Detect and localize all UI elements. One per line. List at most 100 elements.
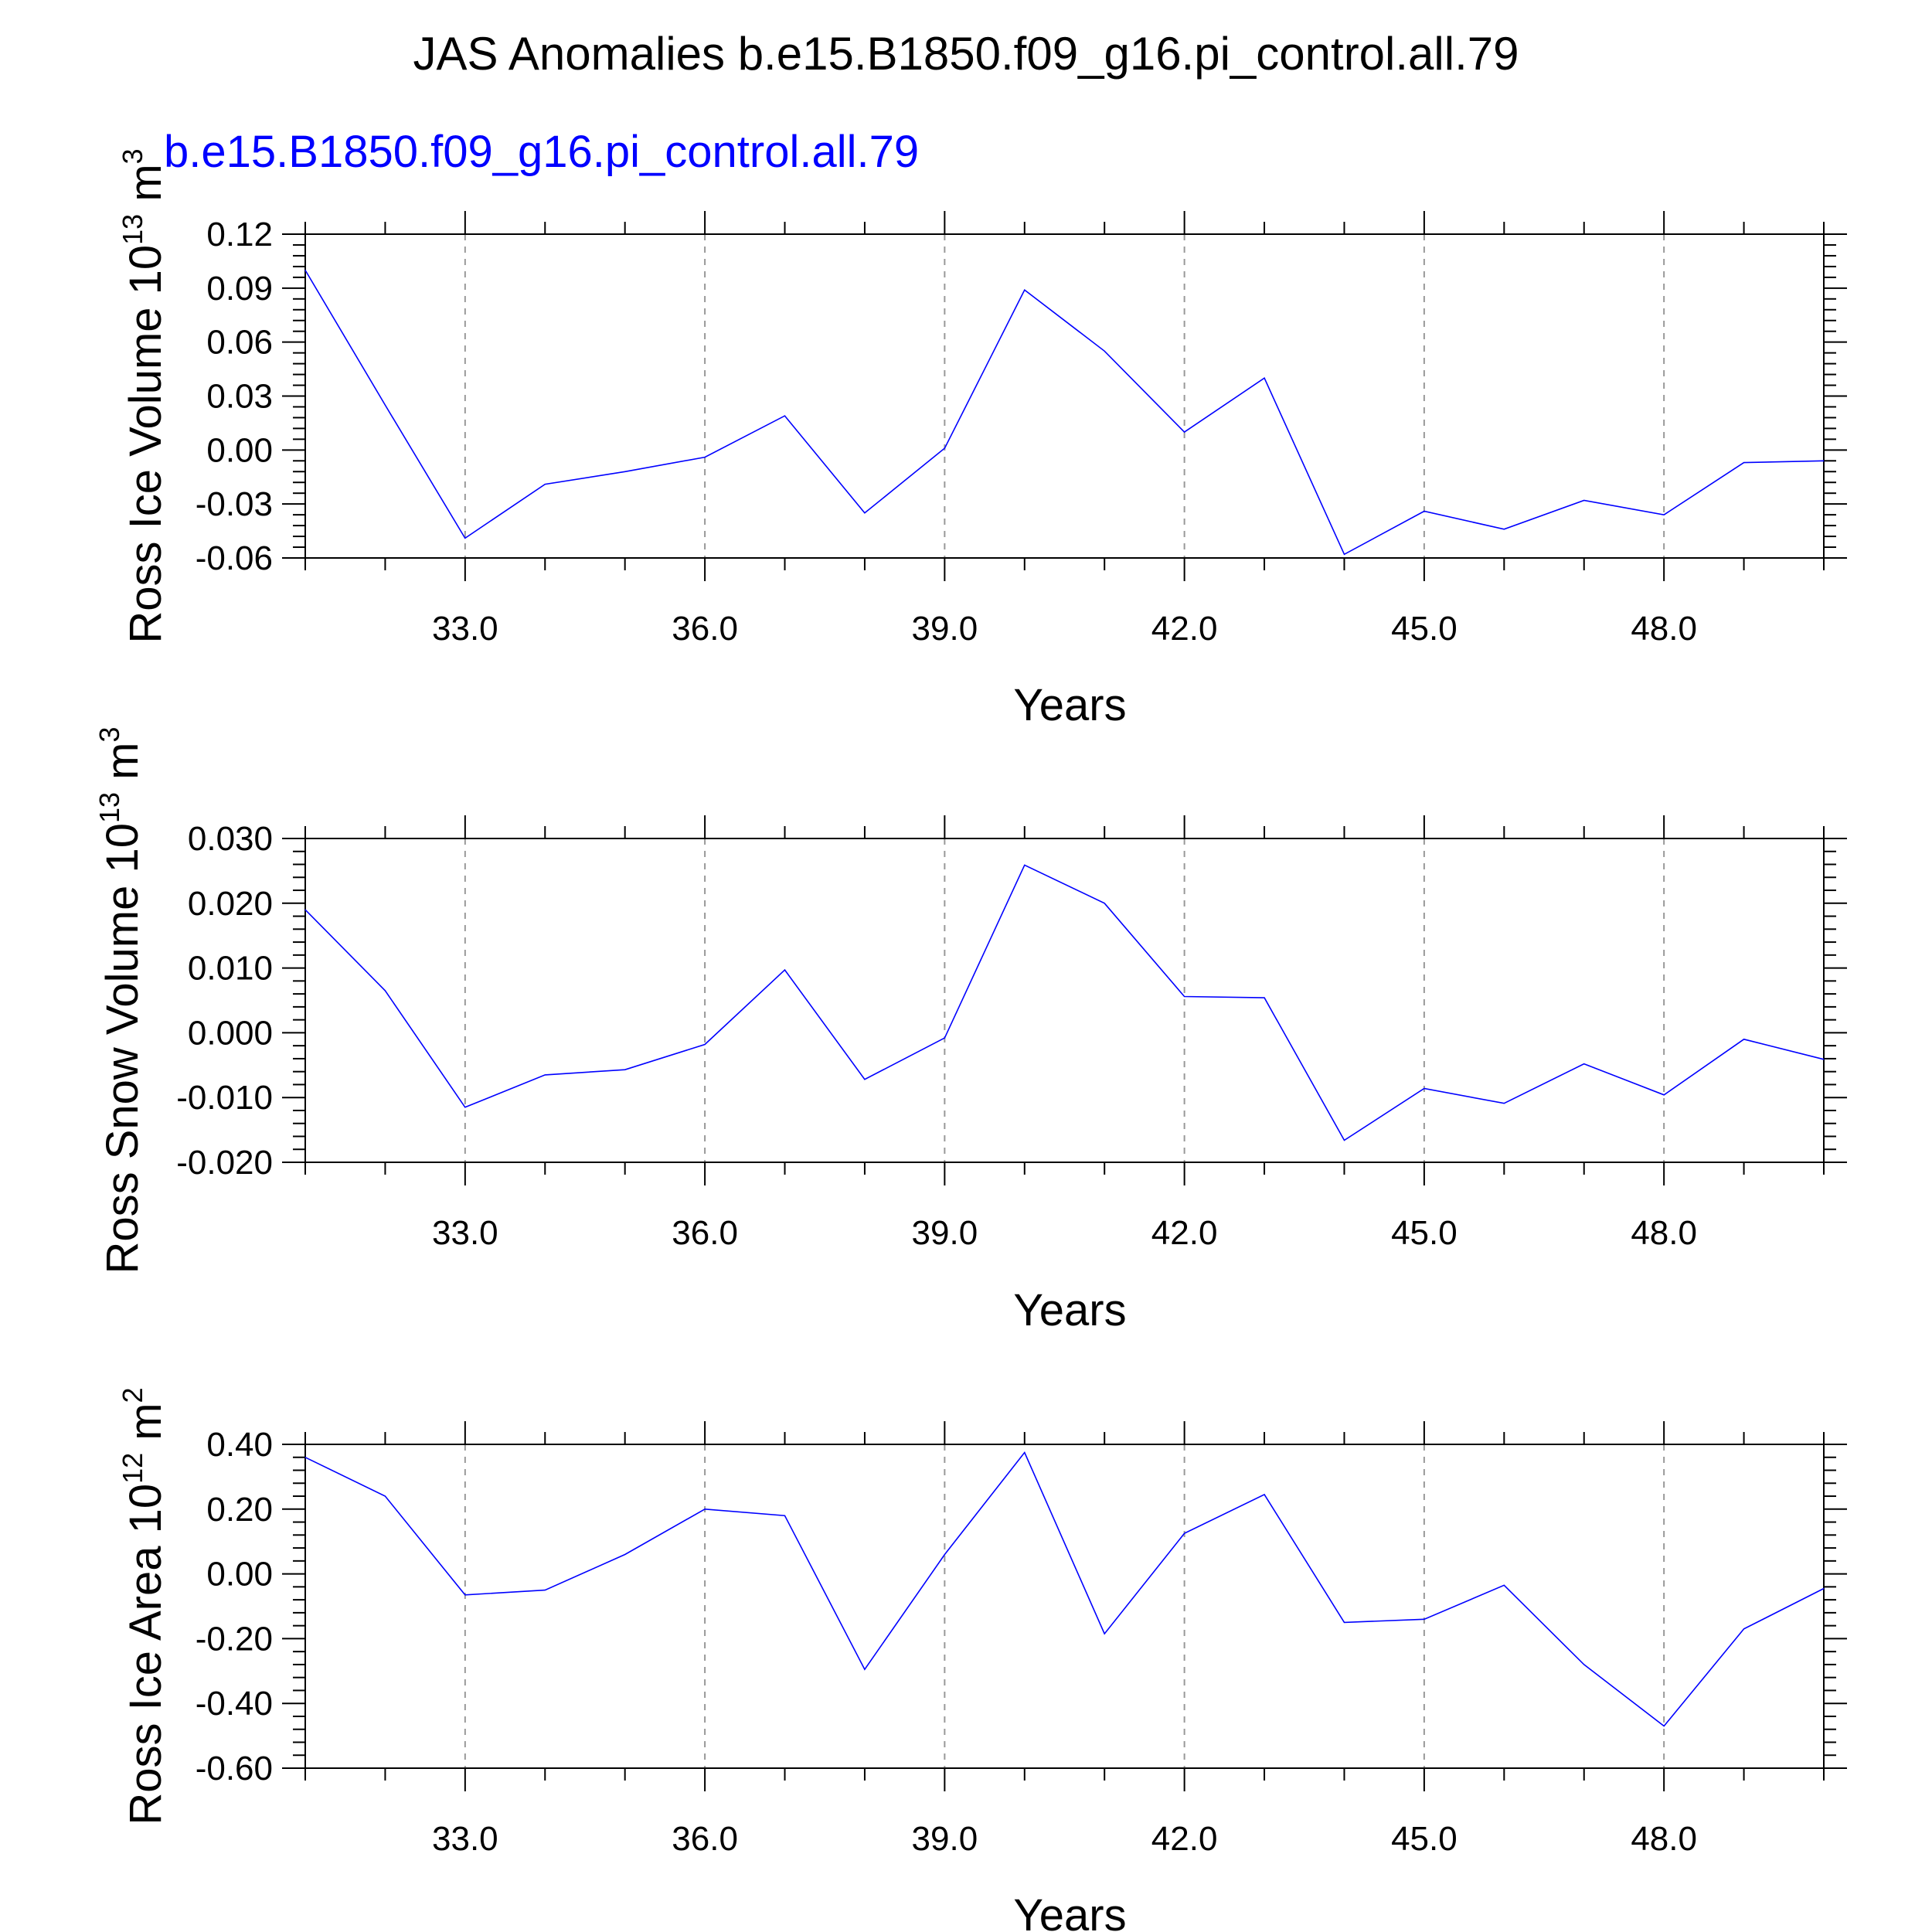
x-tick-label: 42.0 <box>1151 1820 1218 1858</box>
y-axis-title-unit-exponent: 2 <box>117 1387 148 1403</box>
y-axis-title-exponent: 13 <box>94 792 125 823</box>
y-tick-label: 0.030 <box>188 820 273 858</box>
x-tick-label: 36.0 <box>672 1820 738 1858</box>
y-axis-title-unit-exponent: 3 <box>117 148 148 164</box>
x-tick-label: 36.0 <box>672 1214 738 1252</box>
x-tick-label: 45.0 <box>1391 1820 1458 1858</box>
x-tick-label: 42.0 <box>1151 610 1218 648</box>
y-axis-title-exponent: 12 <box>117 1453 148 1484</box>
data-point <box>864 1079 866 1080</box>
data-point <box>864 1668 866 1670</box>
y-tick-label: 0.00 <box>206 1556 273 1594</box>
data-point <box>784 415 786 417</box>
y-tick-label: 0.03 <box>206 378 273 416</box>
data-point <box>1184 1532 1185 1534</box>
data-point <box>304 1457 306 1458</box>
plot-frame <box>304 233 1825 559</box>
data-point <box>864 512 866 514</box>
x-axis-title: Years <box>1013 1890 1126 1932</box>
data-point <box>784 969 786 971</box>
y-tick-label: -0.60 <box>196 1750 273 1787</box>
x-tick-label: 48.0 <box>1631 610 1697 648</box>
y-tick-label: 0.020 <box>188 885 273 923</box>
data-point <box>464 1594 466 1596</box>
data-point <box>784 1515 786 1516</box>
x-tick-label: 45.0 <box>1391 1214 1458 1252</box>
x-tick-label: 48.0 <box>1631 1214 1697 1252</box>
series-line <box>304 1451 1825 1727</box>
x-tick-label: 33.0 <box>432 1214 498 1252</box>
y-tick-label: -0.06 <box>196 539 273 577</box>
data-point <box>464 537 466 539</box>
y-axis-title-unit: m <box>97 743 148 792</box>
panels-group: -0.06 -0.03 0.00 0.03 0.06 0.09 0.12 33.0 36.0 39… <box>94 148 1847 1932</box>
data-point <box>1343 553 1345 555</box>
y-axis-title: Ross Ice Volume 1013 m3 <box>117 148 171 643</box>
data-point <box>944 447 945 449</box>
x-axis-title: Years <box>1013 680 1126 730</box>
data-point <box>1423 1618 1425 1620</box>
chart-subtitle: b.e15.B1850.f09_g16.pi_control.all.79 <box>164 127 919 177</box>
y-axis-title: Ross Snow Volume 1013 m3 <box>94 726 148 1274</box>
y-tick-label: 0.06 <box>206 324 273 362</box>
y-tick-label: 0.010 <box>188 950 273 988</box>
data-point <box>624 471 626 472</box>
data-point <box>1503 1584 1505 1586</box>
y-axis-title-unit: m <box>121 1403 171 1452</box>
y-axis-title-text: Ross Snow Volume 10 <box>97 823 148 1274</box>
panel-1: -0.06 -0.03 0.00 0.03 0.06 0.09 0.12 33.0 36.0 39… <box>117 148 1847 730</box>
x-tick-label: 42.0 <box>1151 1214 1218 1252</box>
data-point <box>704 1043 706 1045</box>
data-point <box>1583 500 1585 502</box>
data-point <box>1743 462 1745 464</box>
y-tick-label: -0.40 <box>196 1685 273 1723</box>
y-axis-title-text: Ross Ice Volume 10 <box>121 245 171 644</box>
y-axis-title-unit: m <box>121 164 171 213</box>
data-point <box>1583 1664 1585 1665</box>
data-point <box>1823 1059 1825 1060</box>
x-tick-label: 39.0 <box>912 1214 978 1252</box>
x-tick-label: 33.0 <box>432 610 498 648</box>
data-point <box>944 1037 945 1039</box>
plot-frame <box>304 1444 1825 1769</box>
y-tick-label: 0.12 <box>206 216 273 253</box>
data-point <box>624 1553 626 1555</box>
x-tick-label: 36.0 <box>672 610 738 648</box>
data-point <box>544 1074 546 1076</box>
data-point <box>1423 1087 1425 1089</box>
data-point <box>1264 377 1265 379</box>
data-point <box>1024 864 1026 866</box>
data-point <box>1343 1140 1345 1141</box>
x-tick-label: 33.0 <box>432 1820 498 1858</box>
panel-2: -0.020 -0.010 0.000 0.010 0.020 0.030 33.0 36.0… <box>94 726 1847 1335</box>
x-tick-label: 39.0 <box>912 610 978 648</box>
data-point <box>544 484 546 485</box>
data-point <box>1743 1628 1745 1630</box>
data-point <box>1423 510 1425 512</box>
data-point <box>384 404 386 406</box>
y-tick-label: -0.03 <box>196 485 273 523</box>
y-tick-label: 0.00 <box>206 431 273 469</box>
series-line <box>304 864 1825 1141</box>
data-point <box>944 1553 945 1555</box>
data-point <box>1503 1103 1505 1104</box>
data-point <box>1583 1063 1585 1065</box>
y-tick-label: -0.020 <box>176 1144 273 1182</box>
y-tick-label: -0.20 <box>196 1620 273 1658</box>
data-point <box>1264 1494 1265 1495</box>
plot-frame <box>304 838 1825 1163</box>
x-tick-label: 39.0 <box>912 1820 978 1858</box>
series-line <box>304 270 1825 556</box>
data-point <box>1024 1451 1026 1453</box>
x-tick-label: 48.0 <box>1631 1820 1697 1858</box>
y-tick-label: 0.000 <box>188 1014 273 1052</box>
y-axis-title-exponent: 13 <box>117 214 148 245</box>
data-point <box>1104 350 1105 352</box>
y-tick-label: 0.20 <box>206 1491 273 1529</box>
data-point <box>1663 1094 1665 1096</box>
data-point <box>384 990 386 992</box>
y-tick-label: 0.40 <box>206 1426 273 1464</box>
y-axis-title-unit-exponent: 3 <box>94 726 125 742</box>
data-point <box>1823 1587 1825 1589</box>
